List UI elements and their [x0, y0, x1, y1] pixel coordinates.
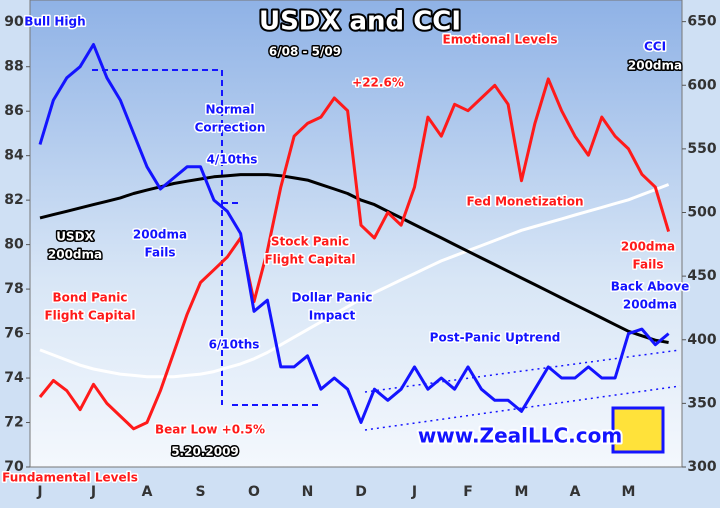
logo: [611, 406, 665, 454]
y2-tick-label: 400: [687, 332, 716, 348]
x-tick-label: A: [142, 484, 153, 500]
x-tick-label: F: [463, 484, 473, 500]
y2-tick-label: 350: [687, 395, 716, 411]
series-line: [39, 183, 670, 379]
annotation: Normal: [206, 103, 255, 117]
series-line: [38, 77, 671, 431]
x-tick-label: J: [90, 484, 96, 500]
annotation: 200dma: [628, 59, 682, 73]
chart-title: USDX and CCI: [259, 7, 461, 37]
y2-tick-label: 600: [687, 77, 716, 93]
chart-subtitle: 6/08 - 5/09: [269, 45, 341, 59]
series-line: [38, 43, 670, 424]
x-tick-label: A: [570, 484, 581, 500]
y-tick-label: 78: [4, 281, 23, 297]
y-tick-label: 88: [4, 59, 23, 75]
y2-tick-label: 500: [687, 205, 716, 221]
x-tick-label: J: [411, 484, 417, 500]
y-tick-label: 70: [4, 459, 24, 475]
guide-lines: [92, 69, 318, 406]
annotation: Correction: [195, 121, 266, 135]
series-line: [39, 173, 669, 344]
annotation: 200dma: [621, 240, 675, 254]
annotation: CCI: [644, 40, 666, 54]
x-tick-label: M: [622, 484, 636, 500]
y2-tick-label: 300: [687, 459, 716, 475]
annotation: Impact: [309, 309, 356, 323]
annotation: 6/10ths: [209, 338, 260, 352]
annotation: Fed Monetization: [466, 195, 583, 209]
annotation: Bond Panic: [52, 291, 127, 305]
annotation: Bear Low +0.5%: [155, 423, 265, 437]
annotation: +22.6%: [352, 76, 404, 90]
y-tick-label: 90: [4, 14, 24, 30]
annotation: www.ZealLLC.com: [418, 424, 622, 448]
annotation: 200dma: [133, 228, 187, 242]
x-tick-label: M: [515, 484, 529, 500]
y-tick-label: 84: [4, 148, 24, 164]
y-tick-label: 80: [4, 237, 24, 253]
annotation: Fails: [145, 246, 176, 260]
annotation: Fails: [633, 258, 664, 272]
x-tick-label: D: [355, 484, 367, 500]
y-tick-label: 76: [4, 326, 23, 342]
annotation: Flight Capital: [44, 309, 135, 323]
annotation: Dollar Panic: [292, 291, 373, 305]
plot-area: [29, 0, 683, 468]
annotation: 5.20.2009: [171, 445, 239, 459]
annotation: Post-Panic Uptrend: [430, 331, 561, 345]
annotation: Stock Panic: [271, 235, 349, 249]
series-layer: [38, 43, 671, 431]
y2-tick-label: 650: [687, 14, 716, 30]
y2-tick-label: 550: [687, 141, 716, 157]
annotation: 4/10ths: [207, 153, 258, 167]
x-tick-label: N: [302, 484, 314, 500]
annotation: Back Above: [611, 280, 690, 294]
annotation: 200dma: [48, 248, 102, 262]
y-tick-label: 82: [4, 192, 23, 208]
trend-channel: [364, 349, 681, 431]
annotation: USDX: [56, 230, 94, 244]
y-tick-label: 72: [4, 415, 23, 431]
x-tick-label: S: [195, 484, 205, 500]
annotation: Bull High: [24, 15, 85, 29]
annotation: Flight Capital: [264, 253, 355, 267]
y-tick-label: 86: [4, 103, 23, 119]
annotation: Fundamental Levels: [2, 471, 138, 485]
x-tick-label: O: [248, 484, 260, 500]
annotation: Emotional Levels: [443, 33, 558, 47]
y2-tick-label: 450: [687, 268, 716, 284]
y-tick-label: 74: [4, 370, 24, 386]
annotation: 200dma: [623, 298, 677, 312]
x-tick-label: J: [36, 484, 42, 500]
